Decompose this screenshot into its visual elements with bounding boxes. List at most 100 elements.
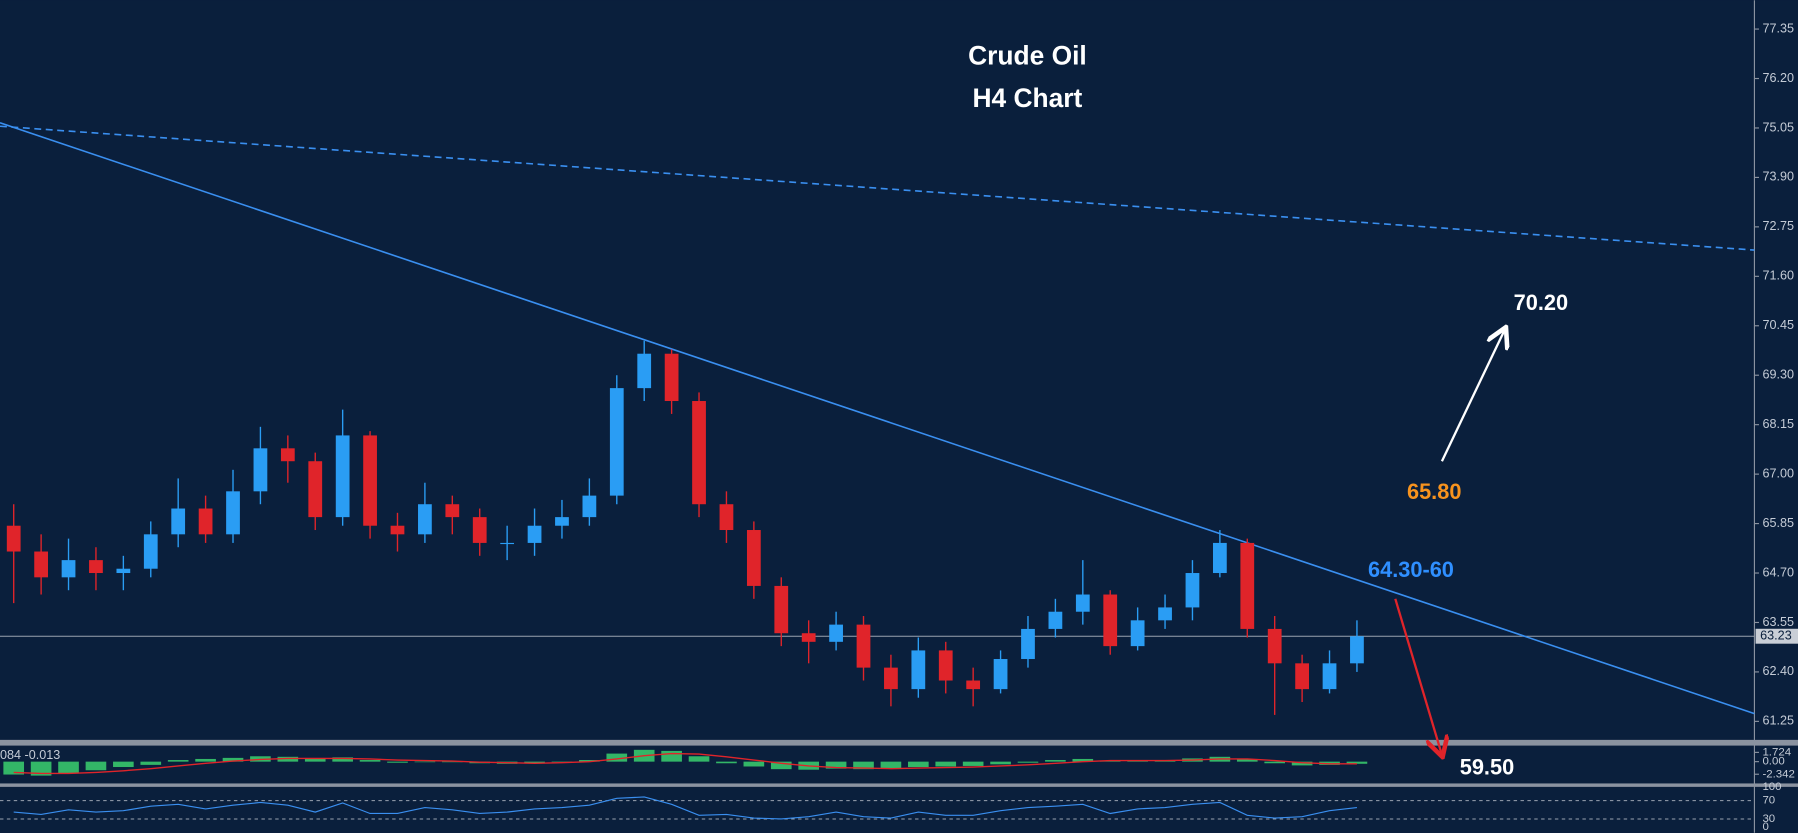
macd-bar <box>853 761 874 770</box>
macd-bar <box>661 750 682 762</box>
macd-bar <box>414 761 436 763</box>
candle-body <box>171 508 186 535</box>
macd-bar <box>167 760 189 762</box>
y-tick-label: 64.70 <box>1762 565 1794 579</box>
macd-bar <box>85 761 107 771</box>
macd-bar <box>140 761 162 765</box>
arrow <box>1394 598 1442 755</box>
y-tick-label: 73.90 <box>1762 170 1794 184</box>
candle-body <box>746 530 761 586</box>
macd-tick-label: 0.00 <box>1762 756 1784 768</box>
candle-body <box>801 633 816 642</box>
pane-divider <box>0 783 1798 787</box>
candle-body <box>555 517 569 526</box>
candle-body <box>61 560 76 578</box>
macd-bar <box>770 761 792 770</box>
macd-bar <box>743 761 765 767</box>
candle-body <box>664 353 679 402</box>
candle-body <box>472 517 487 543</box>
annotation: 64.30-60 <box>1368 557 1454 582</box>
macd-bar <box>195 758 216 762</box>
candle-body <box>6 525 21 552</box>
candle-body <box>856 624 871 668</box>
macd-signal <box>13 752 1357 775</box>
candle-body <box>143 534 158 569</box>
candle-body <box>1021 628 1035 660</box>
candle-body <box>1075 594 1090 612</box>
macd-bar <box>524 761 545 764</box>
macd-bar <box>606 753 628 762</box>
candle-body <box>1130 620 1145 647</box>
candle-body <box>1295 663 1309 690</box>
y-tick-label: 70.45 <box>1762 318 1794 332</box>
macd-bar <box>3 761 25 775</box>
candle-body <box>34 551 48 578</box>
macd-bar <box>332 757 353 762</box>
y-tick-label: 77.35 <box>1762 21 1794 35</box>
candle-body <box>280 448 295 462</box>
y-tick-label: 62.40 <box>1762 664 1794 678</box>
annotation: 65.80 <box>1407 479 1461 504</box>
macd-bar <box>222 757 244 762</box>
y-tick-label: 76.20 <box>1762 71 1794 85</box>
annotation: 70.20 <box>1514 290 1568 315</box>
candle-body <box>198 508 213 535</box>
annotation: 59.50 <box>1460 754 1514 779</box>
candle-body <box>719 504 734 531</box>
macd-bar <box>441 761 463 763</box>
macd-bar <box>387 761 408 763</box>
macd-bar <box>825 761 847 769</box>
candle-body <box>500 542 515 545</box>
last-price-box <box>1755 628 1798 644</box>
candle-body <box>692 401 706 505</box>
candle-body <box>1212 542 1227 574</box>
candle-body <box>884 667 898 690</box>
macd-bar <box>962 761 984 766</box>
macd-bar <box>1264 761 1286 764</box>
macd-bar <box>908 761 929 768</box>
candle-body <box>226 491 240 535</box>
candle-body <box>335 435 350 518</box>
macd-tick-label: 1.724 <box>1762 746 1791 758</box>
rsi-tick-label: 100 <box>1762 781 1781 793</box>
candle-body <box>1048 611 1063 629</box>
y-tick-label: 69.30 <box>1762 368 1794 382</box>
candle-body <box>1240 542 1255 629</box>
macd-bar <box>1072 758 1094 762</box>
y-tick-label: 72.75 <box>1762 219 1794 233</box>
macd-bar <box>1236 759 1258 762</box>
pane-divider <box>0 739 1798 746</box>
candle-body <box>1185 573 1200 608</box>
macd-bar <box>359 760 381 762</box>
last-price-label: 63.23 <box>1760 629 1792 643</box>
macd-bar <box>1045 760 1066 762</box>
macd-bar <box>880 761 902 769</box>
macd-bar <box>716 761 737 764</box>
macd-bar <box>277 756 299 762</box>
macd-bar <box>1291 761 1313 766</box>
candle-body <box>774 585 789 634</box>
trendline <box>0 125 1755 251</box>
y-tick-label: 75.05 <box>1762 120 1794 134</box>
macd-bar <box>990 761 1011 765</box>
macd-bar <box>1346 761 1368 764</box>
candle-body <box>89 560 103 574</box>
candle-body <box>993 659 1008 690</box>
macd-bar <box>579 760 600 762</box>
candle-body <box>116 568 131 574</box>
rsi-line <box>13 796 1358 820</box>
arrow <box>1440 329 1505 462</box>
candle-body <box>253 448 268 492</box>
y-tick-label: 65.85 <box>1762 516 1794 530</box>
candle-body <box>609 388 624 496</box>
macd-bar <box>113 761 134 768</box>
candle-body <box>1267 628 1282 664</box>
candle-body <box>1103 594 1118 647</box>
chart-subtitle: H4 Chart <box>972 83 1082 113</box>
macd-bar <box>935 761 957 767</box>
candle-body <box>445 504 460 518</box>
candle-body <box>308 461 323 518</box>
